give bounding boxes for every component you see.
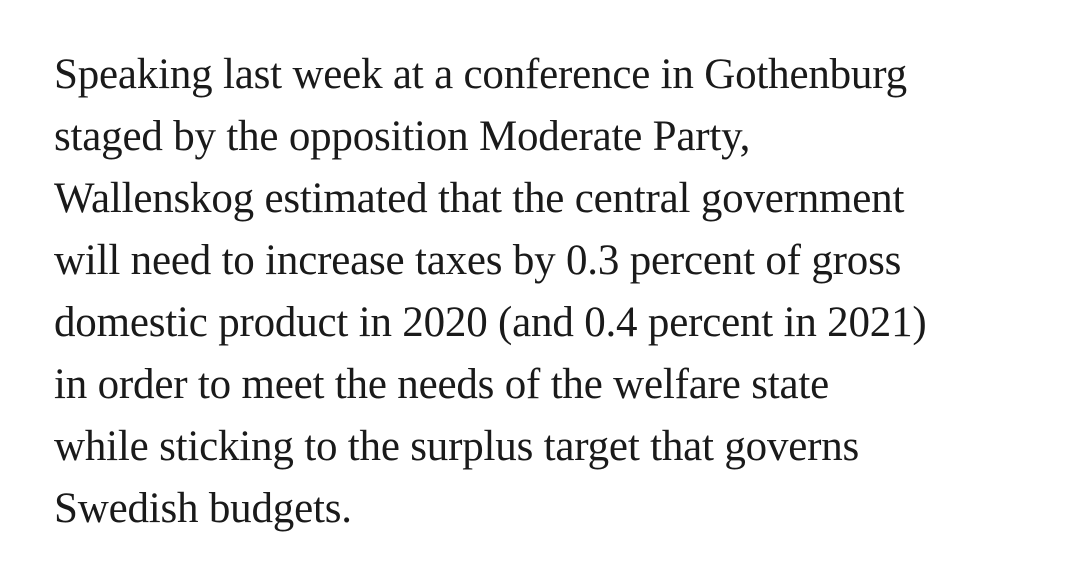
article-paragraph: Speaking last week at a conference in Go… [54,44,1064,540]
paragraph-line-4: will need to increase taxes by 0.3 perce… [54,237,902,284]
paragraph-line-6: in order to meet the needs of the welfar… [54,361,830,408]
paragraph-line-5: domestic product in 2020 (and 0.4 percen… [54,299,927,346]
paragraph-line-8: Swedish budgets. [54,485,352,532]
paragraph-line-2: staged by the opposition Moderate Party, [54,113,751,160]
paragraph-line-7: while sticking to the surplus target tha… [54,423,860,470]
paragraph-line-3: Wallenskog estimated that the central go… [54,175,905,222]
paragraph-line-1: Speaking last week at a conference in Go… [54,51,907,98]
